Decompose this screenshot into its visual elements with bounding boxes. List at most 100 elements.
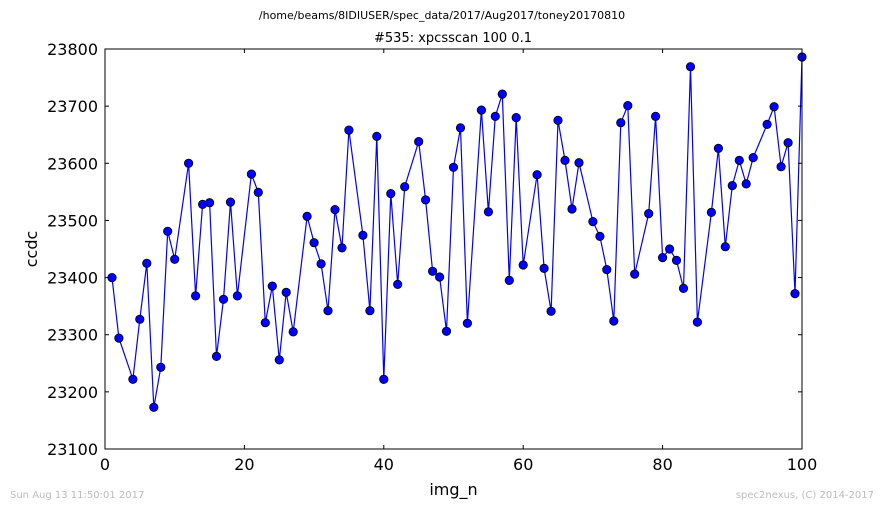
data-point [511, 113, 521, 123]
y-tick-label: 23200 [47, 383, 98, 402]
data-point [657, 253, 668, 263]
data-point [135, 314, 145, 324]
data-point [393, 279, 403, 289]
data-point [309, 238, 319, 248]
data-point [476, 105, 486, 115]
data-point [281, 287, 291, 297]
data-point [741, 179, 751, 189]
data-point [379, 374, 389, 384]
data-point [616, 118, 626, 128]
data-point [776, 162, 786, 172]
data-point [114, 333, 124, 343]
data-point [274, 355, 284, 365]
data-point [769, 102, 779, 112]
data-point [483, 207, 493, 217]
data-point [448, 162, 459, 172]
data-point [191, 291, 201, 301]
data-point [692, 317, 703, 327]
data-point [358, 230, 368, 240]
x-axis-label: img_n [429, 480, 477, 500]
y-tick-label: 23400 [47, 269, 98, 288]
data-point [567, 204, 577, 214]
data-point [609, 316, 619, 326]
data-point [623, 101, 633, 111]
data-point [706, 207, 717, 217]
data-point [107, 272, 117, 283]
data-point [588, 217, 598, 227]
data-point [734, 155, 744, 165]
data-point [267, 281, 277, 291]
data-point [664, 244, 675, 254]
data-point [323, 306, 333, 316]
data-point [316, 259, 326, 269]
plot-area: 0 20 40 60 80 100 231002320023300234002350023… [47, 40, 817, 474]
data-point [337, 243, 347, 253]
data-point [685, 62, 696, 72]
y-tick-label: 23800 [47, 40, 98, 59]
data-point [602, 264, 612, 275]
x-tick-label: 40 [374, 455, 394, 474]
x-tick-label: 100 [787, 455, 818, 474]
data-point [490, 111, 500, 122]
data-point [560, 155, 570, 165]
data-point [400, 182, 410, 192]
data-point [302, 211, 312, 221]
y-tick-label: 23100 [47, 440, 98, 459]
data-point [372, 131, 382, 141]
chart-title: #535: xpcsscan 100 0.1 [374, 31, 532, 46]
data-point [246, 169, 256, 179]
data-point [455, 123, 466, 133]
data-point [748, 153, 758, 163]
data-point [156, 362, 166, 372]
y-axis-label: ccdc [22, 231, 41, 268]
data-point [260, 318, 270, 328]
data-point [232, 291, 242, 301]
footer-credit: spec2nexus, (C) 2014-2017 [736, 490, 874, 501]
x-axis: 0 20 40 60 80 100 [100, 49, 817, 474]
data-point [595, 231, 605, 241]
data-point [630, 269, 640, 279]
data-point [365, 306, 375, 316]
data-point [184, 158, 194, 168]
data-point [539, 263, 549, 273]
x-tick-label: 0 [100, 455, 110, 474]
data-point [288, 327, 298, 337]
series-layer [107, 52, 807, 412]
data-point [783, 138, 793, 148]
chart-suptitle: /home/beams/8IDIUSER/spec_data/2017/Aug2… [259, 9, 625, 22]
x-tick-label: 20 [234, 455, 254, 474]
data-point [149, 402, 159, 412]
y-tick-label: 23300 [47, 326, 98, 345]
footer-timestamp: Sun Aug 13 11:50:01 2017 [10, 490, 144, 501]
data-point [504, 275, 514, 285]
data-point [142, 258, 152, 268]
data-point [518, 260, 528, 270]
data-point [644, 209, 654, 219]
data-point [762, 119, 772, 130]
y-tick-label: 23700 [47, 97, 98, 116]
data-point [330, 205, 340, 215]
data-point [671, 255, 682, 265]
data-point [253, 187, 263, 197]
x-tick-label: 80 [652, 455, 672, 474]
data-point [462, 318, 472, 328]
data-point [211, 351, 222, 361]
data-point [727, 181, 737, 191]
data-point [420, 195, 431, 205]
data-point [790, 288, 800, 299]
data-point [427, 266, 438, 276]
y-tick-label: 23600 [47, 154, 98, 173]
data-point [434, 272, 445, 282]
data-point [678, 283, 689, 293]
data-point [218, 294, 229, 304]
y-tick-label: 23500 [47, 211, 98, 230]
data-point [546, 306, 556, 316]
series-line [111, 56, 803, 408]
y-axis: 23100 23200 23300 23400 23500 23600 23700 23800 [47, 40, 802, 459]
data-point [414, 137, 424, 147]
x-tick-label: 60 [513, 455, 533, 474]
data-point [225, 197, 236, 207]
data-point [441, 326, 452, 336]
data-point [497, 89, 507, 99]
